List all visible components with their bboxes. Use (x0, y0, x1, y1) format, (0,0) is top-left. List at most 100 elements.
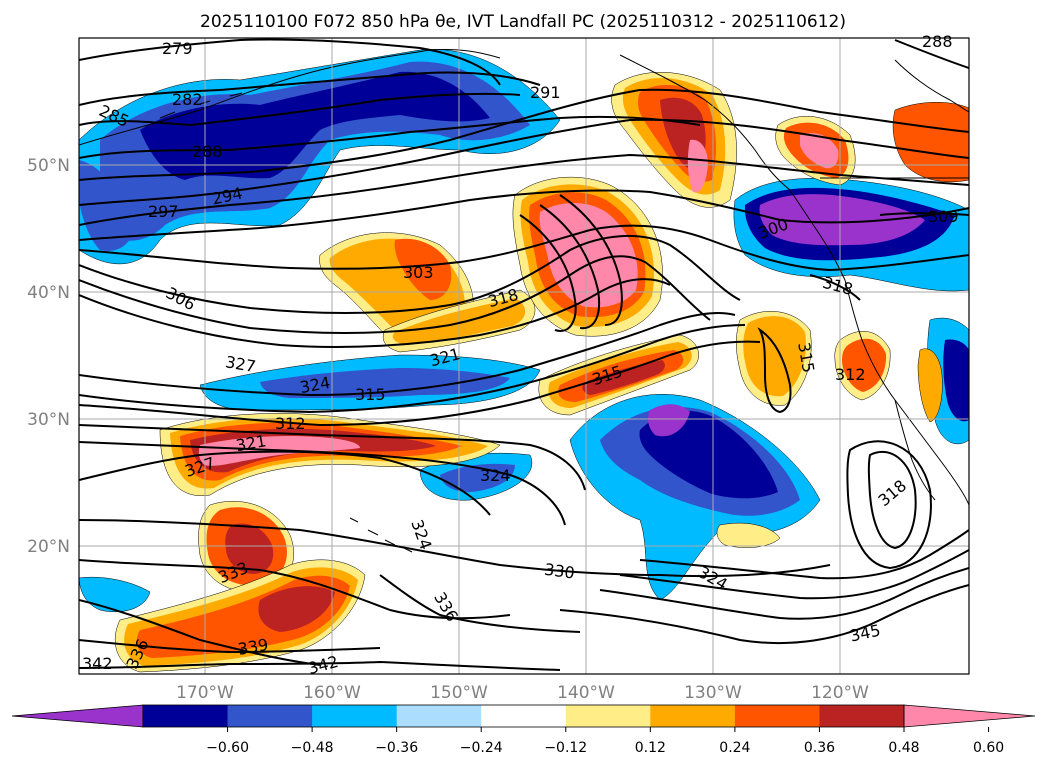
contour-324b (79, 441, 566, 526)
contour-312 (79, 278, 671, 348)
contour-327 (79, 450, 491, 516)
lon-label: 120°W (811, 683, 869, 703)
shade-pink-northcoast (687, 139, 708, 193)
contour-318 (79, 324, 746, 414)
coastline-hawaii (349, 517, 413, 553)
contour-309b (879, 212, 969, 216)
theta-e-contours (79, 38, 969, 671)
colorbar-segment (734, 705, 820, 727)
contour-288 (79, 115, 701, 159)
contour-300 (79, 189, 969, 241)
contour-321c (846, 440, 932, 570)
contour-pacific-lows-b (539, 204, 600, 330)
contour-297 (79, 153, 969, 226)
shade-yellow-baja (716, 522, 781, 548)
contour-345b (599, 567, 969, 620)
coastline-northeast (894, 59, 969, 113)
lon-label: 170°W (176, 683, 234, 703)
contour-321 (79, 340, 761, 427)
coastline-gulf-alaska (619, 54, 791, 191)
lon-label: 160°W (303, 683, 361, 703)
shade-pink-canada (800, 133, 839, 169)
lon-label: 150°W (430, 683, 488, 703)
shade-orange-lower (917, 348, 943, 423)
contour-label: 279 (162, 39, 193, 58)
colorbar-segment (227, 705, 313, 727)
lat-label: 30°N (27, 410, 70, 430)
colorbar-extend-right (903, 704, 1036, 728)
shade-darkred-jet (582, 360, 665, 395)
coastline-alaska (79, 49, 501, 146)
shade-pink-offshore (539, 203, 638, 308)
colorbar: −0.60 −0.48 −0.36 −0.24 −0.12 0.12 0.24 0.36 0.4… (11, 704, 1036, 756)
contour-318c (867, 450, 917, 550)
colorbar-ticks: −0.60 −0.48 −0.36 −0.24 −0.12 0.12 0.24 0.36 0.4… (206, 727, 1004, 756)
contour-315 (79, 312, 736, 397)
coastline-baja (894, 399, 936, 501)
colorbar-tick-label: −0.36 (375, 740, 418, 756)
contour-333 (79, 559, 511, 620)
coastline-bc (789, 189, 846, 281)
contour-label: 297 (148, 202, 179, 221)
shade-purple-east (647, 404, 690, 437)
contour-288b (894, 39, 969, 69)
longitude-labels: 170°W 160°W 150°W 140°W 130°W 120°W (176, 683, 869, 703)
contour-label: 324 (480, 466, 511, 485)
contour-339 (79, 639, 381, 654)
colorbar-tick-label: 0.12 (635, 740, 666, 756)
shade-red-farnortheast (892, 101, 969, 183)
colorbar-tick-label: −0.60 (206, 740, 249, 756)
contour-306 (79, 235, 741, 314)
contour-label: 288 (192, 142, 223, 161)
contour-label: 309 (928, 207, 959, 226)
shade-blue-west (79, 160, 133, 251)
shade-orange-coastcal (842, 338, 887, 392)
shade-navy-midpacific (260, 368, 510, 398)
map-panel: 279 282 285 288 288 291 294 297 300 303 … (78, 32, 970, 678)
colorbar-tick-label: 0.36 (804, 740, 835, 756)
lon-label: 140°W (557, 683, 615, 703)
contour-339c (639, 529, 969, 580)
colorbar-tick-label: −0.24 (460, 740, 503, 756)
contour-318b (809, 274, 861, 301)
colorbar-tick-label: −0.48 (291, 740, 334, 756)
contour-330 (79, 519, 831, 578)
colorbar-segment (650, 705, 736, 727)
shade-darkred-southwest (225, 523, 274, 574)
contour-label: 282 (172, 90, 203, 109)
shade-orange-pnw (743, 316, 806, 397)
contour-label: 291 (530, 83, 561, 102)
colorbar-tick-label: 0.48 (888, 740, 919, 756)
contour-342c (619, 549, 969, 600)
shade-red-mid (394, 238, 452, 300)
contour-label: 330 (543, 560, 576, 583)
colorbar-segment (396, 705, 482, 727)
lat-label: 50°N (27, 156, 70, 176)
contour-324 (79, 424, 586, 491)
contour-279 (79, 38, 501, 86)
colorbar-tick-label: −0.12 (544, 740, 587, 756)
latitude-labels: 50°N 40°N 30°N 20°N (27, 156, 70, 557)
colorbar-segment (143, 705, 229, 727)
contour-label: 315 (355, 385, 386, 404)
contour-label: 288 (922, 32, 953, 51)
shaded-field (79, 49, 969, 673)
contour-345 (559, 584, 969, 645)
contour-303 (79, 224, 969, 272)
colorbar-segment (565, 705, 651, 727)
map-title: 2025110100 F072 850 hPa θe, IVT Landfall… (200, 12, 846, 32)
colorbar-tick-label: 0.24 (719, 740, 750, 756)
contour-342 (79, 660, 561, 671)
map-frame (78, 37, 970, 675)
contour-label: 342 (82, 654, 113, 673)
lat-label: 20°N (27, 537, 70, 557)
contour-pacific-lows-c (559, 194, 623, 326)
colorbar-segment (481, 705, 567, 727)
lon-label: 130°W (684, 683, 742, 703)
contour-294 (79, 118, 969, 206)
shade-blue-southwest (79, 576, 151, 613)
colorbar-frame (142, 704, 905, 728)
gridlines (79, 38, 969, 674)
colorbar-extend-left (11, 704, 144, 728)
